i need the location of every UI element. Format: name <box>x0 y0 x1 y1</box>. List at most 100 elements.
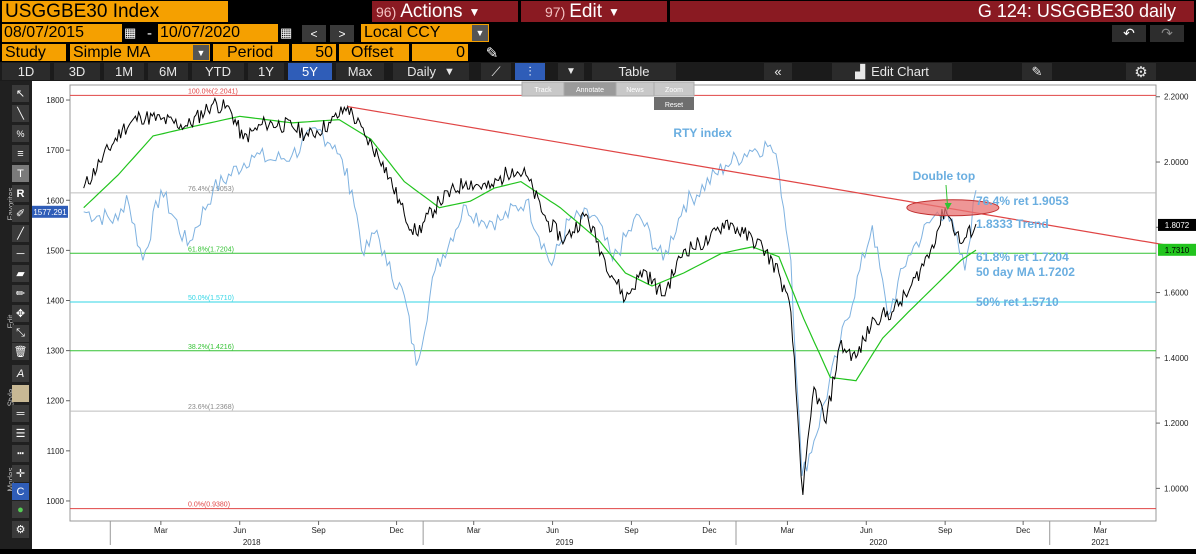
chart-area[interactable]: 1800 1700 1600 1500 1400 1300 1200 1100 1000 1577… <box>32 81 1196 549</box>
annotate-button[interactable]: ✎ <box>1022 63 1052 80</box>
start-date: 08/07/2015 <box>4 24 85 41</box>
end-calendar-icon[interactable]: ▦ <box>280 25 293 40</box>
start-date-field[interactable]: 08/07/2015 <box>2 24 122 42</box>
mini-toolbar-label: News <box>626 87 644 94</box>
x-tick-label: Dec <box>389 526 403 535</box>
end-date-field[interactable]: 10/07/2020 <box>158 24 278 42</box>
period-button-5y[interactable]: 5Y <box>288 63 332 80</box>
right-tick-label: 2.0000 <box>1164 158 1189 167</box>
frequency-select[interactable]: Daily ▼ <box>393 63 469 80</box>
period-button-1m[interactable]: 1M <box>104 63 144 80</box>
frequency-dropdown-icon: ▼ <box>444 65 455 78</box>
period-input[interactable]: 50 <box>292 44 336 61</box>
frequency-value: Daily <box>407 64 436 79</box>
font-tool[interactable]: A <box>12 365 29 382</box>
next-range-button[interactable]: > <box>330 25 354 42</box>
collapse-button[interactable]: « <box>764 63 792 80</box>
chart-id-bar: G 124: USGGBE30 daily <box>670 1 1194 22</box>
ticker-text: USGGBE30 Index <box>5 1 160 22</box>
tool-settings[interactable]: ⚙ <box>12 521 29 538</box>
edit-chart-label: Edit Chart <box>871 64 929 79</box>
settings-button[interactable]: ⚙ <box>1126 63 1156 81</box>
x-tick-label: Dec <box>1016 526 1030 535</box>
pencil-icon: ✏ <box>15 288 26 300</box>
study-value: Simple MA <box>73 44 151 61</box>
ticker-field[interactable]: USGGBE30 Index <box>2 1 228 22</box>
bar-chart-button[interactable]: ⫶ <box>515 63 545 80</box>
fib-tool[interactable]: ≡ <box>12 145 29 162</box>
dash-tool[interactable]: ┅ <box>12 445 29 462</box>
hline-tool[interactable]: ─ <box>12 245 29 262</box>
start-calendar-icon[interactable]: ▦ <box>124 25 137 40</box>
x-tick-label: Sep <box>311 526 326 535</box>
edit-menu[interactable]: 97) Edit ▼ <box>521 1 667 22</box>
text-tool[interactable]: T <box>12 165 29 182</box>
left-current-box <box>32 205 68 218</box>
last-value-label: 1.8072 <box>1165 221 1190 230</box>
pencil-tool[interactable]: ✏ <box>12 285 29 302</box>
period-button-3d[interactable]: 3D <box>54 63 100 80</box>
fill-color-tool[interactable] <box>12 385 29 402</box>
ret764-annotation: 76.4% ret 1.9053 <box>976 194 1069 208</box>
percent-tool[interactable]: % <box>12 125 29 142</box>
edit-dropdown-icon: ▼ <box>607 4 620 19</box>
study-select[interactable]: Simple MA <box>70 44 210 61</box>
undo-button[interactable]: ↶ <box>1112 25 1146 42</box>
period-button-max[interactable]: Max <box>336 63 384 80</box>
currency-dropdown-icon[interactable]: ▼ <box>472 25 488 41</box>
currency-select[interactable]: Local CCY <box>361 24 489 42</box>
prev-range-button[interactable]: < <box>302 25 326 42</box>
crosshair-icon: ✛ <box>15 468 26 480</box>
c-icon: C <box>16 485 25 498</box>
cursor-tool[interactable]: ↖ <box>12 85 29 102</box>
r-tool[interactable]: R <box>12 185 29 202</box>
actions-menu[interactable]: 96) Actions ▼ <box>372 1 518 22</box>
line-width-tool[interactable]: ☰ <box>12 425 29 442</box>
left-current-label: 1577.291 <box>33 208 67 217</box>
palette-icon: ● <box>17 503 24 516</box>
pen-icon[interactable]: ✎ <box>485 44 499 62</box>
offset-value: 0 <box>456 44 465 61</box>
edit-chart-icon: ▟ <box>855 63 866 79</box>
double-top-highlight <box>906 199 1000 217</box>
currency-value: Local CCY <box>364 24 441 41</box>
period-label-cell: Period <box>213 44 289 61</box>
mini-toolbar-label: Annotate <box>576 87 604 94</box>
actions-dropdown-icon: ▼ <box>468 4 481 19</box>
edit-chart-button[interactable]: ▟ Edit Chart <box>832 63 952 80</box>
right-tick-label: 1.2000 <box>1164 419 1189 428</box>
crosshair-tool[interactable]: ✛ <box>12 465 29 482</box>
trend-annotation: 1.8333 Trend <box>976 217 1049 231</box>
offset-input[interactable]: 0 <box>412 44 468 61</box>
period-button-1d[interactable]: 1D <box>2 63 50 80</box>
move-icon: ✥ <box>15 308 26 320</box>
study-dropdown-icon[interactable]: ▼ <box>193 45 209 60</box>
move-tool[interactable]: ✥ <box>12 305 29 322</box>
period-button-6m[interactable]: 6M <box>148 63 188 80</box>
left-tick-label: 1600 <box>46 196 64 205</box>
ma50-annotation: 50 day MA 1.7202 <box>976 265 1075 279</box>
left-tick-label: 1000 <box>46 497 64 506</box>
redo-button[interactable]: ↷ <box>1150 25 1184 42</box>
right-tick-label: 1.0000 <box>1164 484 1189 493</box>
line-chart-button[interactable]: ⟋ <box>481 63 511 80</box>
period-button-ytd[interactable]: YTD <box>192 63 244 80</box>
palette-tool[interactable]: ● <box>12 501 29 518</box>
period-button-1y[interactable]: 1Y <box>248 63 284 80</box>
line-style-tool[interactable]: ═ <box>12 405 29 422</box>
draw-tool[interactable]: ╱ <box>12 225 29 242</box>
rty-series-line <box>83 127 977 476</box>
fibonacci-icon: ≡ <box>17 147 24 160</box>
actions-label: Actions <box>400 1 463 22</box>
brush-tool[interactable]: ✐ <box>12 205 29 222</box>
channel-tool[interactable]: ▰ <box>12 265 29 282</box>
left-tick-label: 1800 <box>46 96 64 105</box>
delete-tool[interactable]: 🗑 <box>12 343 29 360</box>
mode-c-tool[interactable]: C <box>12 483 29 500</box>
line-tool[interactable]: ╲ <box>12 105 29 122</box>
snap-tool[interactable]: ⤡ <box>12 325 29 342</box>
table-button[interactable]: Table <box>592 63 676 80</box>
price-series-line <box>83 97 977 495</box>
chart-type-dropdown[interactable]: ▼ <box>558 63 584 80</box>
line-chart-icon: ⟋ <box>491 63 501 79</box>
